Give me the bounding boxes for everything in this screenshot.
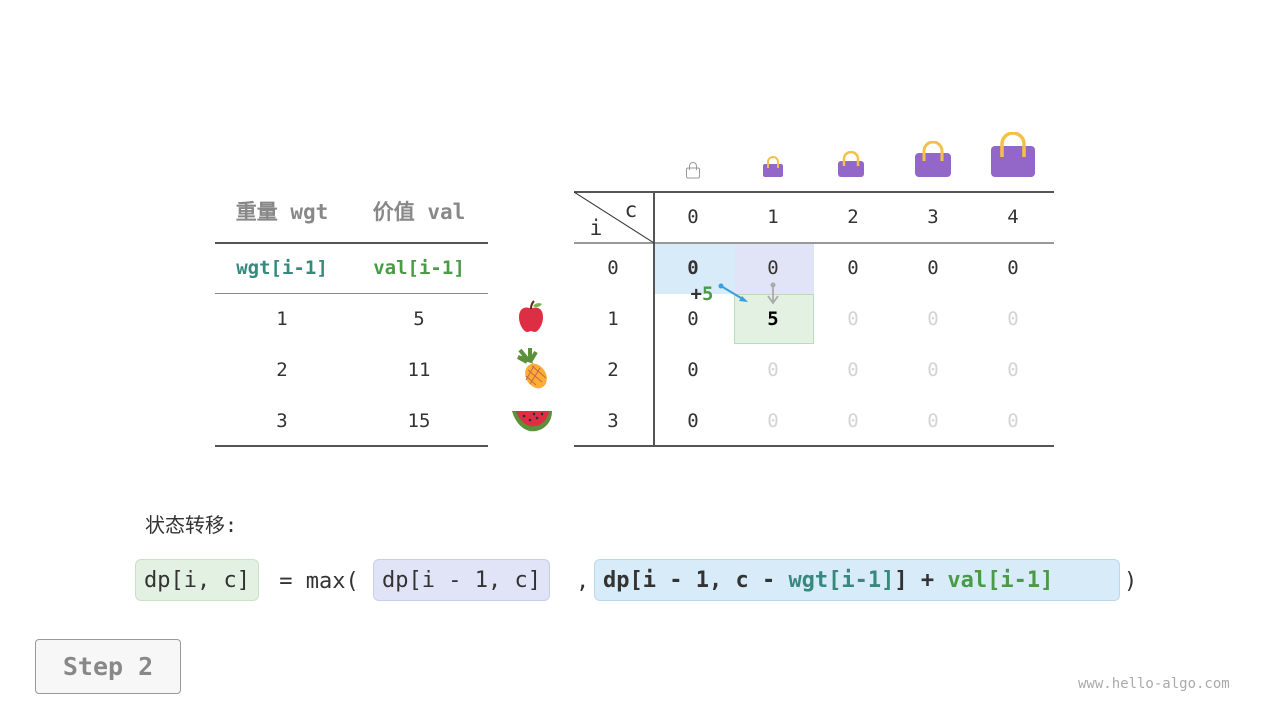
dp-cell: 0 — [927, 308, 939, 330]
row-index: 0 — [607, 257, 619, 279]
col-header: 2 — [847, 206, 859, 228]
watermelon-icon — [512, 411, 552, 432]
empty-bag-icon — [686, 162, 700, 179]
formula-option-2: dp[i - 1, c - wgt[i-1]] + val[i-1] — [594, 559, 1120, 601]
header-wgt: 重量 wgt — [235, 200, 329, 224]
divider — [215, 293, 488, 294]
bag-icon-1 — [763, 156, 783, 177]
formula-comma: , — [576, 569, 590, 594]
arrow-label: +5 — [691, 283, 714, 305]
corner-diagonal — [574, 192, 654, 244]
dp-cell: 0 — [687, 257, 699, 279]
dp-cell: 0 — [1007, 359, 1019, 381]
row-index: 2 — [607, 359, 619, 381]
dp-cell: 0 — [687, 410, 699, 432]
formula-lhs: dp[i, c] — [135, 559, 259, 601]
table-bottom-border — [574, 445, 1054, 447]
col-header: 4 — [1007, 206, 1019, 228]
arrows — [718, 282, 779, 305]
dp-cell: 0 — [767, 359, 779, 381]
dp-cell: 0 — [687, 308, 699, 330]
row-label: i — [589, 216, 603, 240]
dp-cell: 0 — [927, 359, 939, 381]
dp-cell: 0 — [927, 257, 939, 279]
val-cell: 5 — [413, 308, 425, 330]
formula-option-1: dp[i - 1, c] — [373, 559, 550, 601]
opt2-b: ] + — [894, 568, 948, 593]
formula-eq: = max( — [266, 569, 359, 594]
plus-value: 5 — [702, 283, 714, 305]
header-divider — [574, 242, 1054, 244]
dp-cell: 0 — [687, 359, 699, 381]
wgt-cell: 3 — [276, 410, 288, 432]
wgt-cell: 2 — [276, 359, 288, 381]
header-val: 价值 val — [372, 200, 466, 224]
divider — [215, 242, 488, 244]
dp-cell: 0 — [847, 257, 859, 279]
dp-cell: 0 — [767, 257, 779, 279]
plus-sign: + — [690, 283, 702, 305]
watermark: www.hello-algo.com — [1078, 676, 1230, 692]
bag-icon-4 — [991, 132, 1035, 177]
col-header: 1 — [767, 206, 779, 228]
opt2-wgt: wgt[i-1] — [788, 568, 895, 593]
col-header: 0 — [687, 206, 699, 228]
opt2-a: dp[i - 1, c - — [603, 568, 789, 593]
wgt-cell: 1 — [276, 308, 288, 330]
dp-cell: 0 — [1007, 308, 1019, 330]
bag-icon-3 — [915, 141, 951, 177]
step-button[interactable]: Step 2 — [35, 639, 181, 694]
formula-title: 状态转移: — [145, 513, 238, 537]
subheader-wgt: wgt[i-1] — [236, 257, 328, 279]
row-index: 3 — [607, 410, 619, 432]
dp-cell: 0 — [847, 410, 859, 432]
subheader-val: val[i-1] — [373, 257, 465, 279]
pineapple-icon — [517, 348, 547, 389]
val-cell: 15 — [407, 410, 431, 432]
row-index-divider — [653, 192, 655, 446]
apple-icon — [519, 300, 543, 332]
dp-cell: 0 — [847, 359, 859, 381]
row-index: 1 — [607, 308, 619, 330]
divider — [215, 445, 488, 447]
bag-icon-2 — [838, 151, 864, 177]
formula-close: ) — [1124, 569, 1138, 594]
dp-cell: 0 — [767, 410, 779, 432]
dp-cell: 0 — [927, 410, 939, 432]
opt2-val: val[i-1] — [947, 568, 1054, 593]
val-cell: 11 — [407, 359, 431, 381]
dp-cell: 5 — [767, 308, 779, 330]
table-top-border — [574, 191, 1054, 193]
dp-cell: 0 — [1007, 257, 1019, 279]
col-label: c — [624, 198, 638, 222]
dp-cell: 0 — [1007, 410, 1019, 432]
dp-cell: 0 — [847, 308, 859, 330]
col-header: 3 — [927, 206, 939, 228]
